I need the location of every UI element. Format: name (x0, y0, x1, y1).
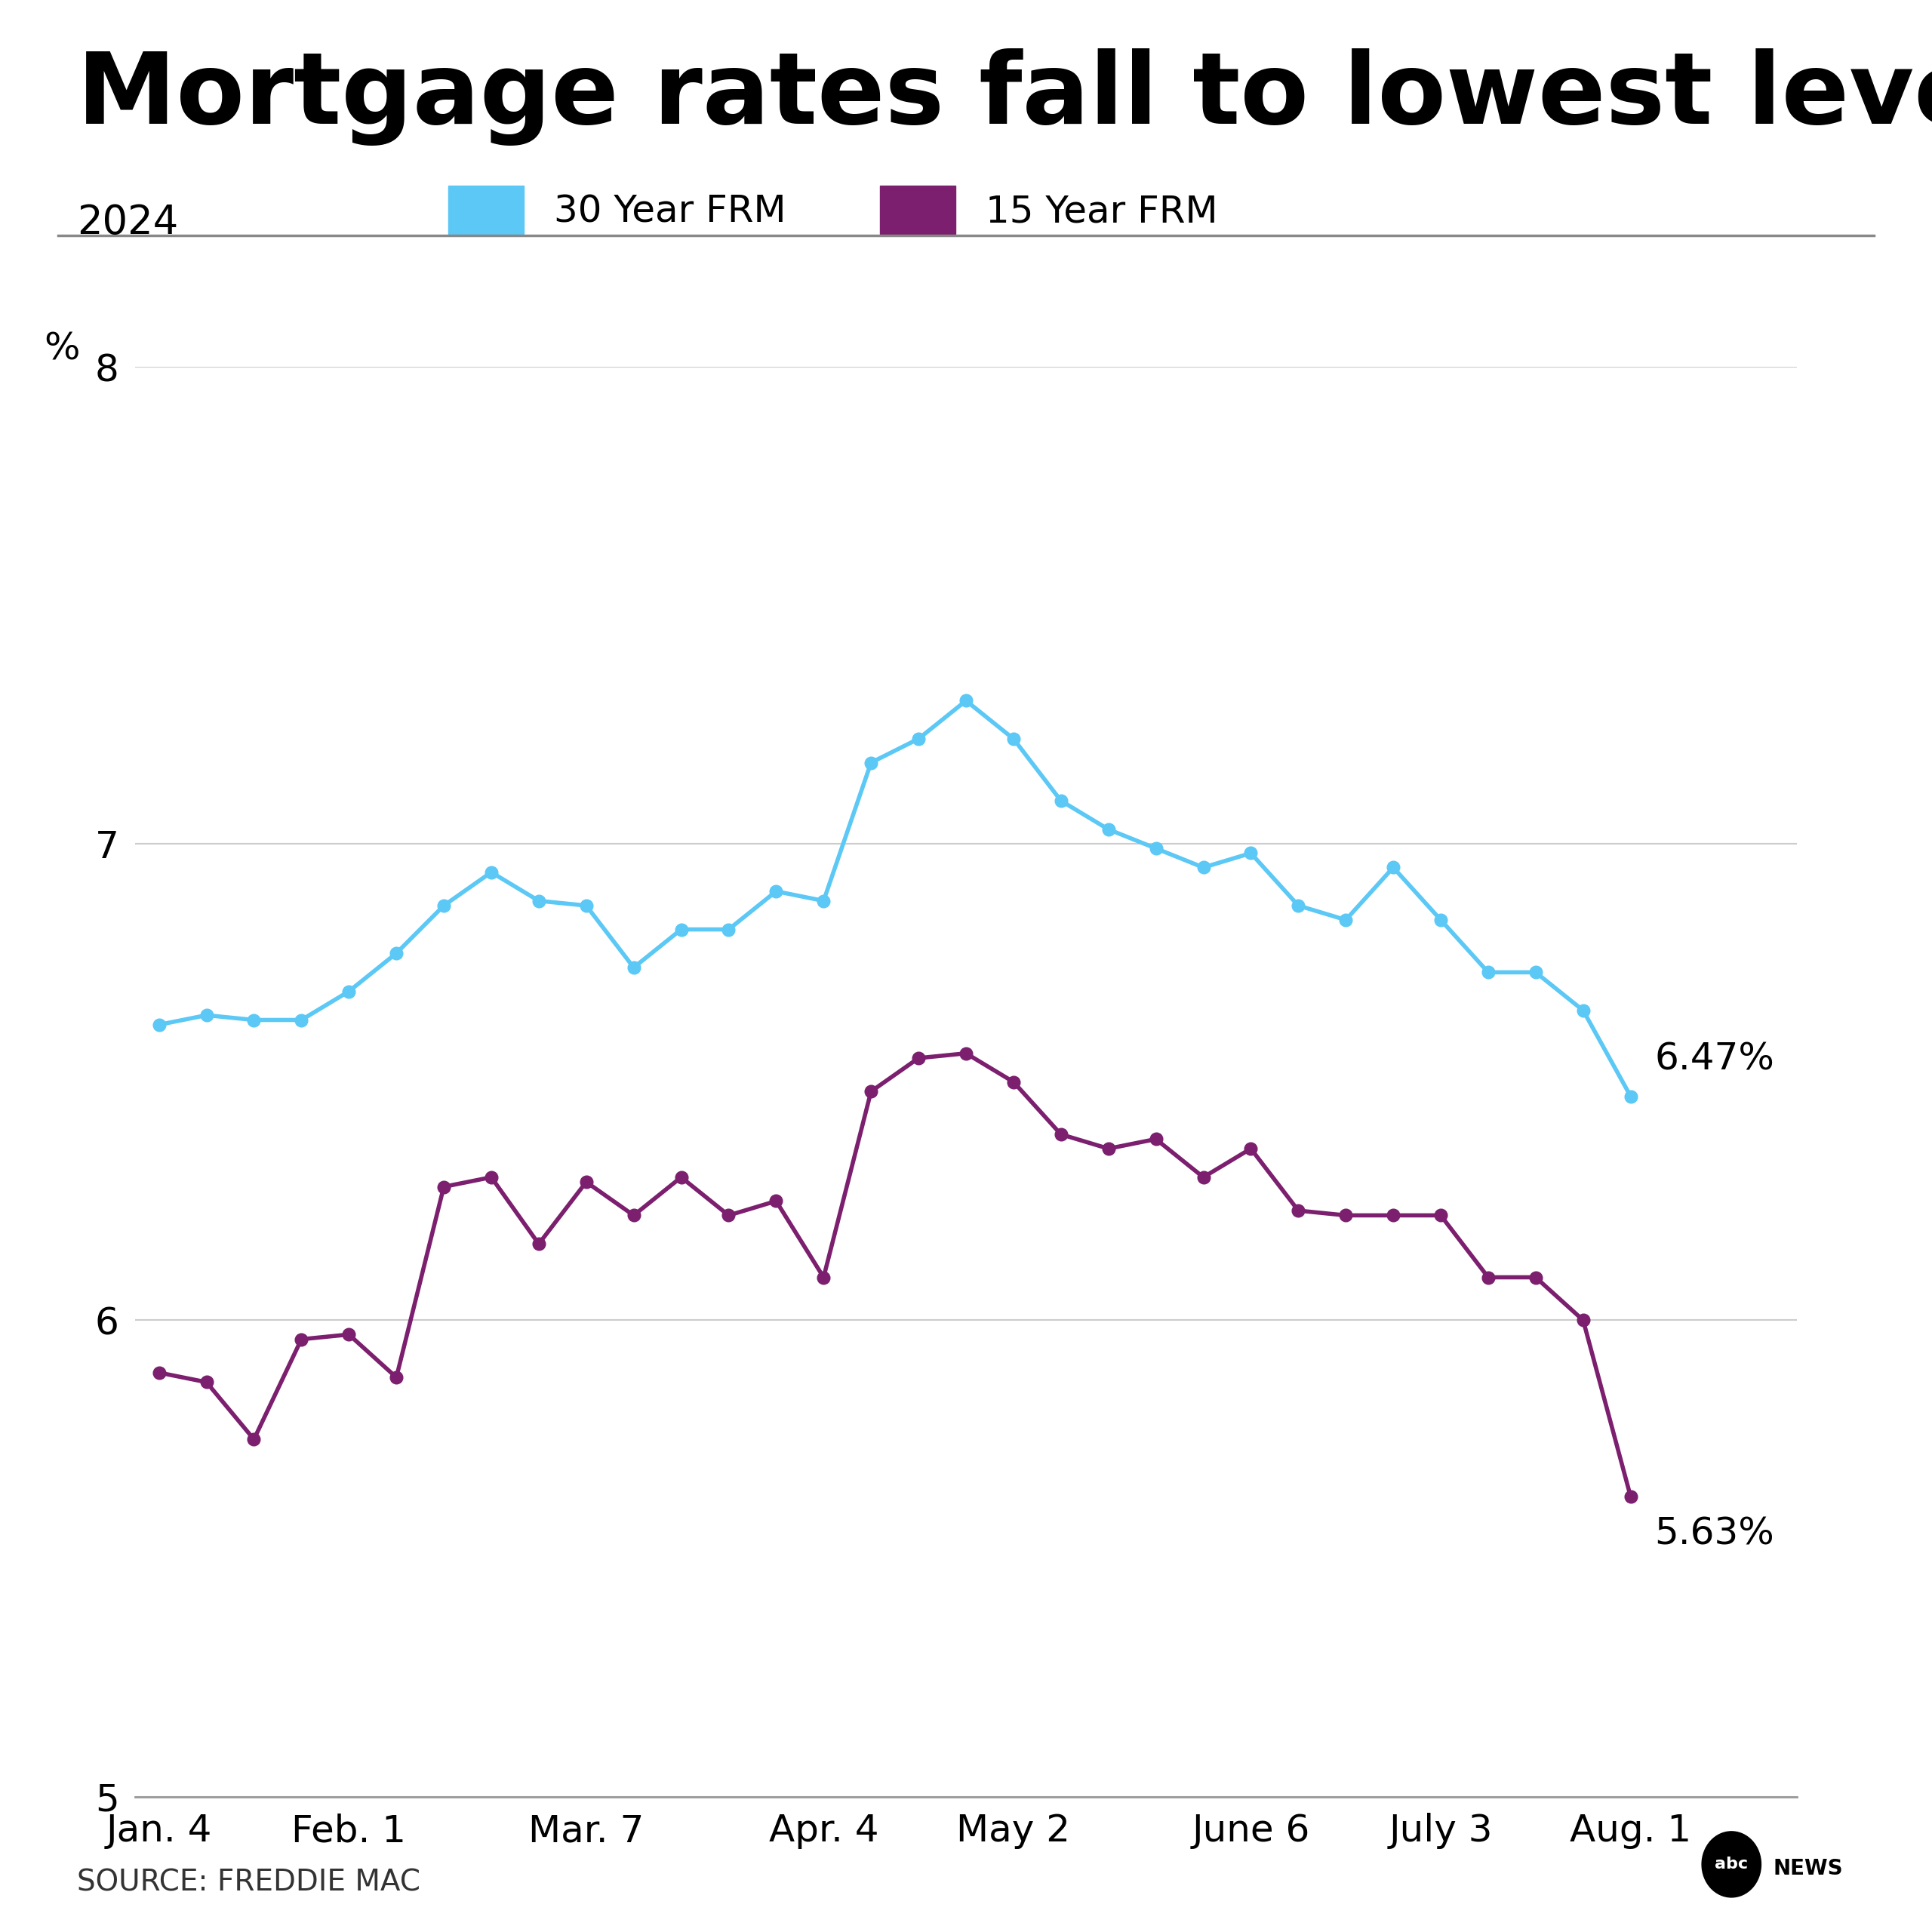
Text: NEWS: NEWS (1774, 1859, 1843, 1878)
Legend: 30 Year FRM, 15 Year FRM: 30 Year FRM, 15 Year FRM (448, 185, 1217, 234)
Text: abc: abc (1716, 1857, 1748, 1872)
Circle shape (1702, 1832, 1762, 1897)
Text: Mortgage rates fall to lowest level in a year: Mortgage rates fall to lowest level in a… (77, 48, 1932, 145)
Text: SOURCE: FREDDIE MAC: SOURCE: FREDDIE MAC (77, 1868, 421, 1897)
Text: 6.47%: 6.47% (1654, 1041, 1774, 1078)
Text: 2024: 2024 (77, 203, 178, 242)
Text: 5.63%: 5.63% (1654, 1515, 1774, 1551)
Text: %: % (44, 330, 79, 367)
